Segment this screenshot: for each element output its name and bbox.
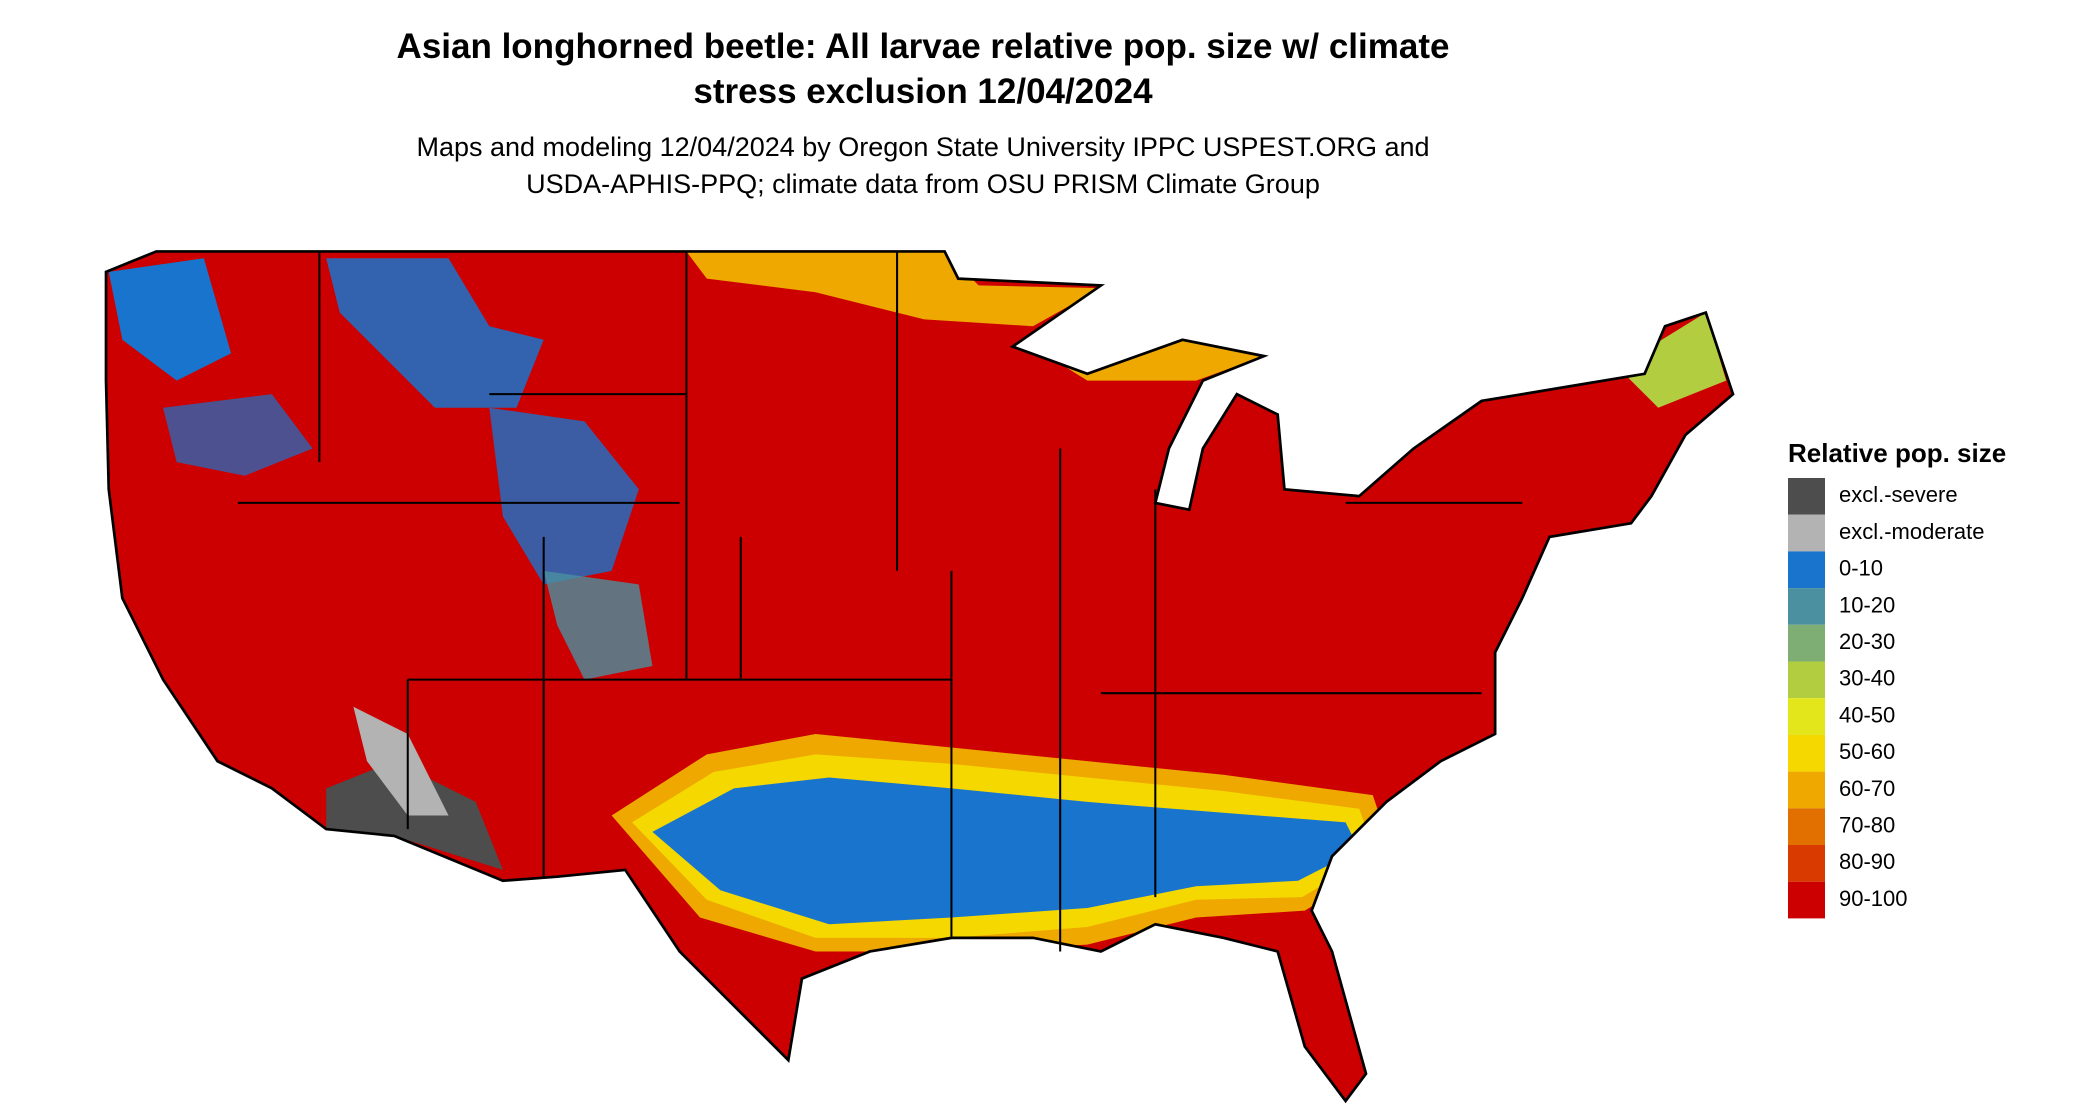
- legend-label: 40-50: [1839, 702, 1895, 727]
- legend-label: 70-80: [1839, 812, 1895, 837]
- legend: excl.-severe excl.-moderate 0-10 10-20 20-30…: [1788, 478, 1985, 919]
- legend-label: 50-60: [1839, 739, 1895, 764]
- map-region: [686, 251, 1101, 327]
- map-region: [489, 407, 639, 585]
- legend-label: excl.-moderate: [1839, 519, 1985, 544]
- legend-label: 20-30: [1839, 629, 1895, 654]
- legend-swatch: [1788, 845, 1825, 882]
- legend-label: 60-70: [1839, 776, 1895, 801]
- legend-label: excl.-severe: [1839, 482, 1958, 507]
- legend-swatch: [1788, 771, 1825, 809]
- legend-swatch: [1788, 624, 1825, 662]
- legend-title: Relative pop. size: [1788, 438, 2006, 468]
- legend-swatch: [1788, 808, 1825, 845]
- legend-label: 0-10: [1839, 556, 1883, 581]
- subtitle-line: Maps and modeling 12/04/2024 by Oregon S…: [416, 132, 1429, 162]
- map-region: [652, 777, 1360, 925]
- legend-label: 10-20: [1839, 592, 1895, 617]
- legend-label: 90-100: [1839, 886, 1908, 911]
- title-line: stress exclusion 12/04/2024: [693, 72, 1153, 111]
- legend-label: 80-90: [1839, 849, 1895, 874]
- legend-swatch: [1788, 698, 1825, 735]
- legend-swatch: [1788, 881, 1825, 919]
- legend-swatch: [1788, 478, 1825, 515]
- subtitle-line: USDA-APHIS-PPQ; climate data from OSU PR…: [526, 169, 1320, 199]
- map-region: [163, 394, 313, 476]
- state-lines: [237, 251, 1523, 952]
- legend-swatch: [1788, 514, 1825, 552]
- map-region: [543, 570, 653, 680]
- legend-swatch: [1788, 551, 1825, 589]
- map-base: [106, 251, 1733, 1101]
- map-region: [353, 706, 449, 816]
- map-region: [326, 258, 544, 408]
- legend-swatch: [1788, 734, 1825, 772]
- legend-label: 30-40: [1839, 666, 1895, 691]
- map-regions: [108, 251, 1727, 952]
- legend-swatch: [1788, 661, 1825, 699]
- map-region: [1617, 312, 1727, 408]
- map: [104, 250, 1735, 1103]
- map-region: [108, 258, 232, 381]
- title-line: Asian longhorned beetle: All larvae rela…: [397, 27, 1450, 66]
- legend-swatch: [1788, 588, 1825, 625]
